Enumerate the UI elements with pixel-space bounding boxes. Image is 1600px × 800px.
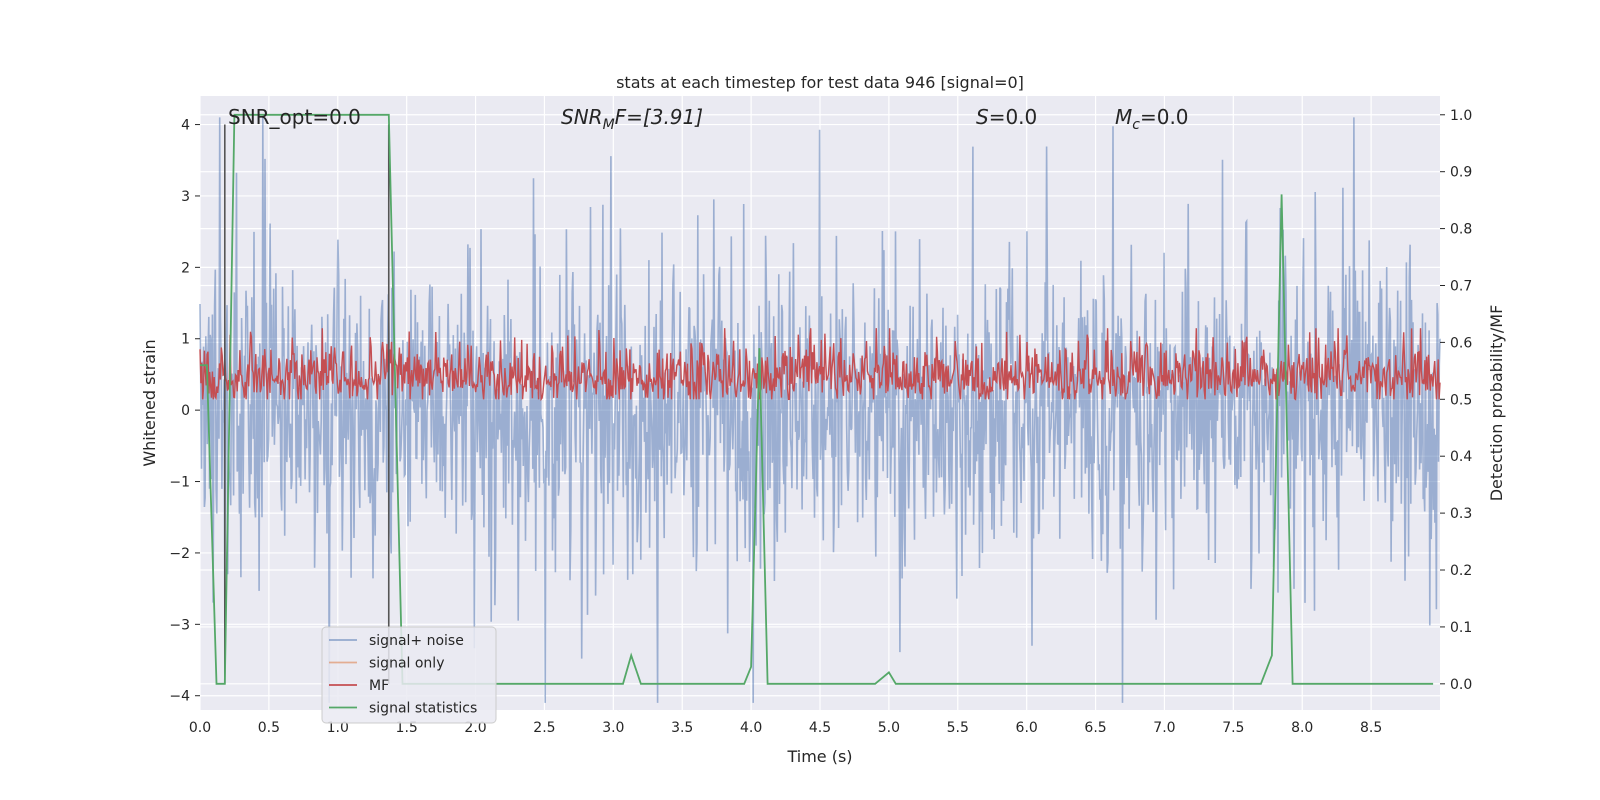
y2-tick-label: 0.8	[1450, 222, 1472, 238]
annotation-s: S=0.0	[976, 105, 1037, 129]
noise-line	[199, 117, 1441, 703]
x-tick-label: 8.5	[1360, 720, 1382, 736]
x-tick-label: 7.5	[1222, 720, 1244, 736]
x-tick-label: 5.0	[878, 720, 900, 736]
legend-label: signal only	[369, 656, 444, 672]
series-mf	[199, 328, 1441, 402]
annotation-snr-mf-value: F=[3.91]	[615, 105, 703, 129]
y-tick-labels: 4 3 2 1 0 −1 −2 −3 −4	[169, 118, 200, 705]
y2-tick-label: 0.2	[1450, 563, 1472, 579]
annotation-s-value: =0.0	[989, 105, 1038, 129]
y-tick-label: 0	[181, 403, 190, 419]
y-tick-label: 2	[181, 260, 190, 276]
x-tick-labels: 0.0 0.5 1.0 1.5 2.0 2.5 3.0 3.5 4.0 4.5 5.0 5.5 6.0 6…	[189, 720, 1382, 736]
series-signal-statistics	[200, 113, 1434, 685]
legend-label: signal statistics	[369, 701, 477, 717]
x-tick-label: 1.0	[327, 720, 349, 736]
y2-tick-label: 0.5	[1450, 392, 1472, 408]
x-tick-label: 3.0	[602, 720, 624, 736]
annotation-snr-mf-subscript: M	[603, 117, 615, 133]
x-tick-label: 4.0	[740, 720, 762, 736]
annotation-mc: Mc=0.0	[1115, 105, 1189, 133]
vertical-markers	[224, 124, 390, 684]
chart-title: stats at each timestep for test data 946…	[616, 73, 1024, 92]
legend-box	[321, 626, 497, 724]
x-axis-label: Time (s)	[786, 747, 852, 766]
x-tick-label: 8.0	[1291, 720, 1313, 736]
signal-statistics-line	[200, 113, 1434, 685]
annotation-snr-opt: SNR_opt=0.0	[228, 105, 361, 129]
x-tick-label: 5.5	[947, 720, 969, 736]
legend-label: MF	[369, 678, 389, 694]
y-axis-label: Whitened strain	[140, 339, 159, 466]
x-tick-label: 4.5	[809, 720, 831, 736]
y2-tick-label: 0.3	[1450, 506, 1472, 522]
y-tick-label: 3	[181, 189, 190, 205]
y-tick-label: 4	[181, 118, 190, 134]
x-tick-label: 2.5	[533, 720, 555, 736]
x-tick-label: 6.5	[1084, 720, 1106, 736]
y-tick-label: −2	[169, 546, 190, 562]
x-tick-label: 6.0	[1016, 720, 1038, 736]
series-signal-plus-noise	[199, 117, 1441, 703]
y2-tick-label: 0.0	[1450, 677, 1472, 693]
y-tick-label: −3	[169, 617, 190, 633]
annotation-mc-subscript: c	[1132, 117, 1140, 133]
y2-tick-label: 0.7	[1450, 278, 1472, 294]
y2-axis-label: Detection probability/MF	[1487, 305, 1506, 502]
x-tick-label: 7.0	[1153, 720, 1175, 736]
annotation-s-symbol: S	[976, 105, 989, 129]
x-tick-label: 1.5	[396, 720, 418, 736]
legend-label: signal+ noise	[369, 633, 464, 649]
y2-tick-label: 0.6	[1450, 335, 1472, 351]
y2-tick-label: 0.4	[1450, 449, 1472, 465]
x-tick-label: 0.0	[189, 720, 211, 736]
y2-tick-label: 0.9	[1450, 165, 1472, 181]
y-tick-label: −4	[169, 689, 190, 705]
annotation-mc-value: =0.0	[1140, 105, 1189, 129]
y-tick-label: −1	[169, 475, 190, 491]
annotation-snr-mf-symbol: SNR	[561, 105, 603, 129]
annotation-snr-mf: SNRMF=[3.91]	[561, 105, 703, 133]
y-tick-label: 1	[181, 332, 190, 348]
x-tick-label: 0.5	[258, 720, 280, 736]
x-tick-label: 2.0	[464, 720, 486, 736]
x-tick-label: 3.5	[671, 720, 693, 736]
y2-tick-label: 1.0	[1450, 108, 1472, 124]
mf-line	[199, 328, 1441, 402]
annotation-mc-symbol: M	[1115, 105, 1132, 129]
y2-tick-labels: 1.0 0.9 0.8 0.7 0.6 0.5 0.4 0.3 0.2 0.1 0.0	[1440, 108, 1472, 693]
y2-tick-label: 0.1	[1450, 620, 1472, 636]
legend: signal+ noise signal only MF signal statist…	[321, 626, 497, 724]
